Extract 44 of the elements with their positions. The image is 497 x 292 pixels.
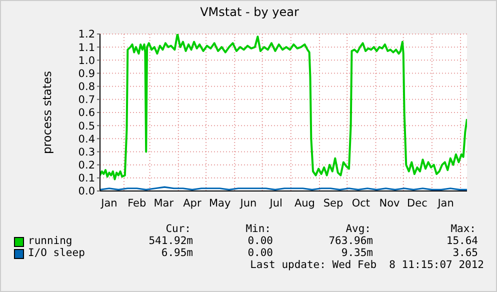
- y-tick-label: 0.4: [78, 133, 96, 146]
- y-axis-title: process states: [40, 71, 54, 154]
- text: 0.00: [248, 247, 273, 259]
- text: Avg:: [346, 223, 371, 235]
- y-tick-label: 0.8: [78, 81, 95, 94]
- x-tick-label: Apr: [183, 197, 202, 210]
- legend-label: I/O sleep: [28, 247, 85, 259]
- y-tick-label: 0.3: [78, 146, 95, 158]
- text: 0.00: [248, 235, 273, 247]
- x-tick-label: Dec: [407, 197, 428, 210]
- x-tick-label: Feb: [128, 197, 147, 210]
- text: 763.96m: [328, 235, 373, 247]
- text: 541.92m: [148, 235, 193, 247]
- y-tick-label: 0.5: [78, 120, 95, 132]
- text: Last update: Wed Feb 8 11:15:07 2012: [250, 259, 484, 271]
- x-tick-label: Oct: [352, 197, 370, 210]
- text: 6.95m: [161, 247, 193, 259]
- y-tick-label: 0.0: [78, 186, 95, 198]
- text: Cur:: [166, 223, 191, 235]
- chart-title: VMstat - by year: [199, 5, 300, 19]
- x-tick-label: Sep: [323, 197, 344, 210]
- x-tick-label: Jul: [268, 197, 282, 210]
- y-tick-label: 0.6: [78, 107, 96, 120]
- text: 9.35m: [341, 247, 373, 259]
- y-tick-label: 0.7: [78, 94, 95, 106]
- y-tick-label: 1.2: [78, 28, 95, 41]
- x-tick-label: Aug: [294, 197, 315, 210]
- x-tick-label: Nov: [379, 197, 400, 210]
- legend-label: running: [28, 235, 72, 247]
- x-tick-label: Jun: [239, 197, 257, 210]
- x-tick-label: Jan: [436, 197, 454, 210]
- y-tick-label: 0.9: [78, 68, 95, 80]
- text: 15.64: [446, 235, 478, 247]
- y-tick-label: 0.1: [78, 172, 95, 185]
- text: Min:: [246, 223, 271, 235]
- y-tick-label: 1.0: [78, 54, 95, 67]
- line-series: [100, 34, 467, 180]
- text: Max:: [450, 223, 476, 235]
- x-tick-label: Jan: [100, 197, 118, 210]
- y-tick-label: 1.1: [78, 42, 95, 54]
- x-tick-label: May: [209, 197, 231, 210]
- x-tick-label: Mar: [154, 197, 174, 210]
- text: 3.65: [452, 247, 478, 259]
- y-tick-label: 0.2: [78, 160, 95, 172]
